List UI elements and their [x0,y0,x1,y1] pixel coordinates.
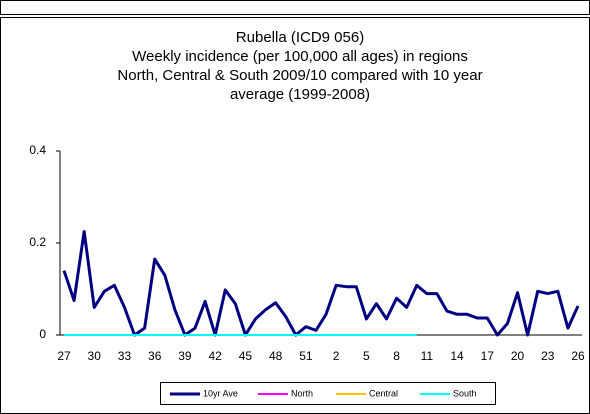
y-tick-label: 0.4 [29,143,46,157]
x-tick-label: 42 [208,349,222,363]
x-tick-label: 14 [450,349,464,363]
x-tick-label: 33 [118,349,132,363]
x-tick-label: 17 [481,349,495,363]
legend-label: North [291,388,313,398]
x-tick-label: 5 [363,349,370,363]
x-tick-label: 36 [148,349,162,363]
legend-box [160,382,496,405]
legend-label: Central [369,388,398,398]
x-tick-label: 26 [571,349,585,363]
legend-label: 10yr Ave [203,388,238,398]
x-tick-label: 45 [239,349,253,363]
y-tick-label: 0.2 [29,235,46,249]
chart-title: Rubella (ICD9 056) [236,29,364,46]
x-tick-label: 8 [393,349,400,363]
x-tick-label: 11 [421,349,434,363]
x-tick-label: 48 [269,349,283,363]
x-tick-label: 23 [541,349,555,363]
x-tick-label: 39 [178,349,192,363]
chart-title: North, Central & South 2009/10 compared … [117,67,482,84]
y-tick-label: 0 [39,327,46,341]
x-tick-label: 20 [511,349,525,363]
series-line [62,230,580,337]
chart-title: Weekly incidence (per 100,000 all ages) … [132,48,468,65]
x-tick-label: 2 [333,349,340,363]
x-tick-label: 30 [88,349,102,363]
top-frame [0,0,590,15]
legend-label: South [453,388,477,398]
x-tick-label: 51 [299,349,313,363]
x-tick-label: 27 [57,349,71,363]
chart-title: average (1999-2008) [230,86,370,103]
